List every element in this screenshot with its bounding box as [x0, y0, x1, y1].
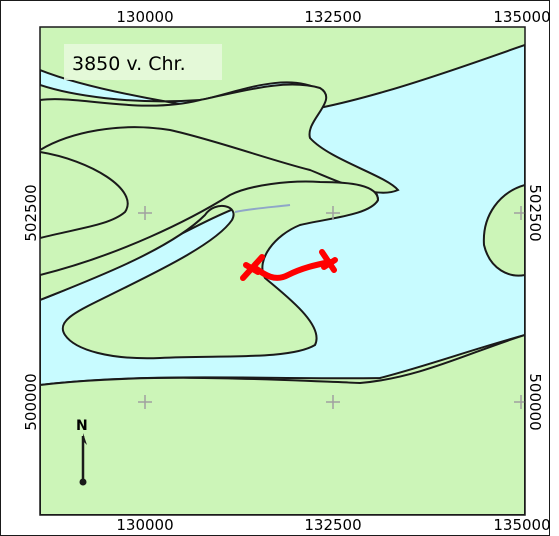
- x-tick-label-bottom: 135000: [493, 516, 550, 534]
- land-upper-strip: [40, 83, 400, 194]
- north-label: N: [76, 418, 88, 434]
- route-end-west-tick: [243, 262, 261, 275]
- red-route: [240, 249, 338, 281]
- route-end-east-tick: [321, 257, 338, 270]
- era-label-backdrop: [64, 44, 222, 80]
- grid-cross: [326, 206, 340, 220]
- land-middle-lobe: [40, 150, 129, 240]
- x-tick-label-top: 132500: [304, 8, 361, 26]
- grid-cross: [138, 395, 152, 409]
- grid-cross: [514, 206, 525, 220]
- grid-cross: [326, 395, 340, 409]
- grid-cross: [514, 395, 525, 409]
- stream-line: [234, 204, 291, 213]
- north-arrow-icon: N: [76, 418, 88, 486]
- map-frame: [39, 26, 526, 516]
- y-tick-label-right: 500000: [526, 373, 544, 430]
- land-right-island: [482, 183, 525, 277]
- y-tick-label-right: 502500: [526, 184, 544, 241]
- north-arrow-base: [79, 478, 87, 486]
- grid-cross: [138, 206, 152, 220]
- era-label: 3850 v. Chr.: [72, 53, 186, 75]
- grid-crosses: [138, 206, 525, 409]
- land-bottom: [40, 333, 525, 515]
- y-tick-label-left: 502500: [22, 184, 40, 241]
- y-tick-label-left: 500000: [22, 373, 40, 430]
- x-tick-label-bottom: 130000: [116, 516, 173, 534]
- x-tick-label-bottom: 132500: [304, 516, 361, 534]
- route-line: [252, 259, 333, 281]
- x-tick-label-top: 135000: [493, 8, 550, 26]
- x-tick-label-top: 130000: [116, 8, 173, 26]
- land-central: [40, 180, 380, 360]
